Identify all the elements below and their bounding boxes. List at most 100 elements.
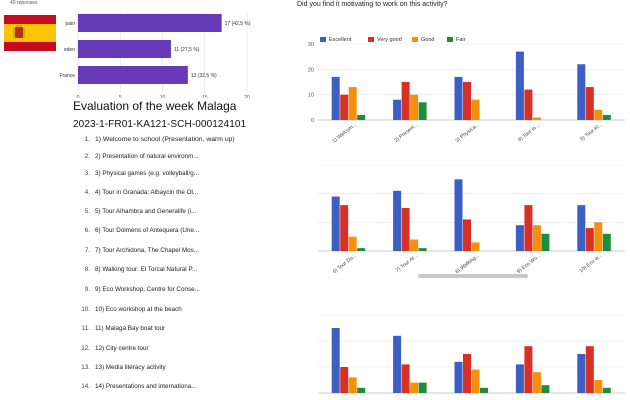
page-title: Evaluation of the week Malaga: [73, 99, 237, 113]
activity-label: 9) Eco Workshop, Centre for Conse...: [95, 286, 200, 293]
value-label: 13 (32,5 %): [191, 73, 217, 79]
activity-number: 1.: [84, 136, 90, 143]
bar-fair: [357, 248, 366, 251]
bar-good: [532, 117, 541, 120]
grouped-bar-chart-3: [318, 315, 625, 394]
bar-very-good: [524, 346, 533, 393]
activity-item[interactable]: 10. 10) Eco workshop at the beach: [70, 306, 280, 318]
bar-fair: [357, 387, 366, 393]
x-tick-label: 1) Welcom...: [331, 122, 358, 145]
activity-label: 14) Presentations and internationa...: [95, 383, 197, 390]
activity-item[interactable]: 14. 14) Presentations and internationa...: [70, 383, 280, 395]
bar-good: [348, 236, 357, 251]
activity-label: 4) Tour in Granada: Albaycin the Ol...: [95, 189, 199, 196]
x-tick-label: 20: [244, 95, 250, 98]
activity-number: 9.: [84, 286, 90, 293]
bar-very-good: [401, 364, 410, 393]
bar-very-good: [463, 219, 471, 251]
x-tick-label: 15: [202, 95, 208, 98]
activity-item[interactable]: 8. 8) Walking tour: El Torcal Natural P..…: [70, 266, 280, 278]
bar-very-good: [463, 354, 471, 393]
bar-fair: [602, 114, 611, 120]
bar-good: [594, 380, 603, 393]
activity-item[interactable]: 1. 1) Welcome to school (Presentation, wa…: [70, 136, 280, 148]
x-tick-label: 10: [160, 95, 166, 98]
activity-item[interactable]: 5. 5) Tour Alhambra and Generalife (i...: [70, 208, 280, 220]
x-tick-label: 3) Physica...: [455, 122, 481, 144]
activity-label: 5) Tour Alhambra and Generalife (i...: [95, 208, 197, 215]
bar-excellent: [393, 190, 402, 251]
activity-item[interactable]: 4. 4) Tour in Granada: Albaycin the Ol...: [70, 189, 280, 201]
activity-label: 10) Eco workshop at the beach: [95, 306, 182, 313]
activity-item[interactable]: 7. 7) Tour Archidona, The Chapel Mos...: [70, 247, 280, 259]
activity-label: 1) Welcome to school (Presentation, warm…: [95, 136, 235, 143]
legend-label: Good: [421, 37, 434, 43]
bar-excellent: [331, 196, 340, 251]
country-label: France: [59, 73, 75, 79]
legend-label: Fair: [456, 37, 466, 43]
activity-item[interactable]: 11. 11) Malaga Bay boat tour: [70, 325, 280, 337]
activity-item[interactable]: 6. 6) Tour Dolmens of Antequera (Une...: [70, 227, 280, 239]
activity-item[interactable]: 3. 3) Physical games (e.g. volleyball/g..…: [70, 170, 280, 182]
bar-fair: [357, 114, 366, 120]
bar-very-good: [340, 367, 349, 393]
bar-fair: [602, 387, 611, 393]
grouped-bar-chart-1: 0 10 20 30 1) Welcom... 2) Present... 3) Physi…: [308, 37, 625, 145]
activity-number: 3.: [84, 170, 90, 177]
x-tick-label: 8) Walking...: [454, 253, 480, 275]
bar-good: [471, 369, 480, 393]
bar-very-good: [463, 82, 471, 120]
bar-excellent: [454, 179, 463, 251]
activity-label: 11) Malaga Bay boat tour: [95, 325, 166, 332]
legend-swatch: [320, 37, 326, 42]
bar-fair: [418, 102, 427, 120]
bar-very-good: [401, 82, 410, 120]
bar-very-good: [524, 205, 533, 251]
activity-number: 2.: [84, 153, 90, 160]
x-tick-label: 4) Tour in ...: [517, 122, 542, 144]
bar-very-good: [585, 346, 594, 393]
activity-item[interactable]: 12. 12) City centre tour: [70, 345, 280, 357]
y-tick-label: 30: [308, 42, 314, 48]
legend-swatch: [412, 37, 418, 42]
bar-excellent: [515, 364, 524, 393]
country-bar: [78, 14, 222, 32]
bar-good: [594, 109, 603, 120]
country-bar-chart: 0 5 10 15 20 pain 17 (42,5 %) eden 11 (27,5 %) Fr…: [59, 12, 251, 98]
activity-item[interactable]: 9. 9) Eco Workshop, Centre for Conse...: [70, 286, 280, 298]
bar-very-good: [340, 205, 349, 251]
horizontal-scrollbar[interactable]: [418, 274, 528, 278]
project-code: 2023-1-FR01-KA121-SCH-000124101: [73, 119, 247, 130]
activity-label: 7) Tour Archidona, The Chapel Mos...: [95, 247, 200, 254]
grouped-bar-chart-2: 6) Tour Do... 7) Tour Ar... 8) Walking... 9…: [318, 165, 625, 275]
activity-item[interactable]: 2. 2) Presentation of natural environm...: [70, 153, 280, 165]
bar-very-good: [585, 228, 594, 251]
bar-very-good: [401, 208, 410, 251]
activity-number: 7.: [84, 247, 90, 254]
activity-number: 6.: [84, 227, 90, 234]
bar-very-good: [585, 87, 594, 120]
bar-excellent: [577, 205, 586, 251]
bar-fair: [418, 382, 427, 393]
y-tick-label: 0: [311, 118, 314, 124]
bar-fair: [602, 233, 611, 251]
activity-number: 12.: [81, 345, 90, 352]
value-label: 17 (42,5 %): [225, 21, 251, 27]
activity-label: 12) City centre tour: [95, 345, 149, 352]
bar-excellent: [393, 335, 402, 393]
bar-good: [594, 222, 603, 251]
bar-good: [348, 377, 357, 393]
legend-label: Very good: [377, 37, 402, 43]
spain-flag-icon: [4, 15, 56, 51]
country-label: eden: [64, 47, 75, 53]
legend-swatch: [447, 37, 453, 42]
x-tick-label: 2) Present...: [393, 122, 419, 144]
bar-good: [410, 94, 419, 120]
activity-item[interactable]: 13. 13) Media literacy activity: [70, 364, 280, 376]
bar-excellent: [515, 225, 524, 251]
bar-excellent: [331, 76, 340, 120]
bar-excellent: [393, 99, 402, 120]
activity-number: 8.: [84, 266, 90, 273]
bar-fair: [541, 385, 550, 393]
activity-label: 6) Tour Dolmens of Antequera (Une...: [95, 227, 200, 234]
